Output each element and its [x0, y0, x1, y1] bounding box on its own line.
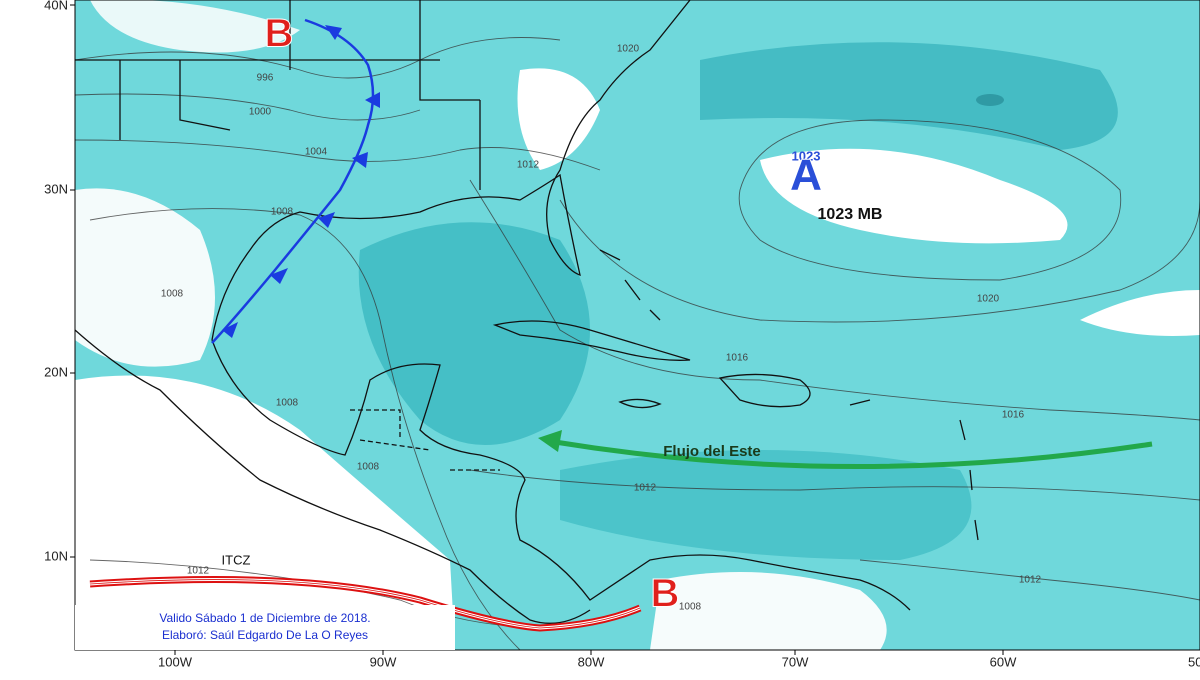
isobar-label: 1016	[726, 353, 749, 364]
isobar-label: 1012	[1019, 575, 1042, 586]
flow-label: Flujo del Este	[663, 443, 761, 460]
country-border	[350, 409, 500, 471]
map-area	[75, 0, 1200, 650]
longitude-label: 50	[1188, 654, 1200, 669]
latitude-label: 30N	[44, 181, 68, 196]
island	[492, 320, 691, 361]
longitude-label: 100W	[158, 654, 193, 669]
isobar-label: 1012	[634, 483, 657, 494]
isobar-label: 1008	[276, 398, 299, 409]
island	[718, 373, 811, 408]
coastline	[75, 329, 591, 624]
islands	[599, 249, 661, 321]
isobar-label: 996	[257, 73, 274, 84]
isobar-label: 1008	[161, 289, 184, 300]
map-frame	[74, 0, 1200, 651]
dry-zone	[1080, 290, 1200, 336]
flow-arrow	[554, 439, 1153, 470]
isobar	[738, 119, 1122, 281]
isobar-label: 1008	[679, 602, 702, 613]
coastline	[211, 339, 911, 611]
longitude-label: 60W	[990, 654, 1017, 669]
isobar-label: 1020	[617, 44, 640, 55]
isobar-label: 1020	[977, 294, 1000, 305]
latitude-label: 10N	[44, 548, 68, 563]
itcz-label: ITCZ	[222, 552, 251, 567]
coastline	[211, 0, 691, 341]
high-pressure-value: 1023 MB	[818, 206, 883, 223]
isobar-label: 1012	[187, 566, 210, 577]
island	[618, 398, 662, 409]
latitude-label: 40N	[44, 0, 68, 12]
dry-zone	[760, 148, 1068, 244]
high-pressure-label: A	[790, 151, 822, 200]
isobar-label: 1008	[357, 462, 380, 473]
isobar-label: 1016	[1002, 410, 1025, 421]
dry-zone	[90, 0, 300, 53]
isobar-label: 1004	[305, 147, 328, 158]
longitude-label: 80W	[578, 654, 605, 669]
low-center	[976, 94, 1004, 106]
latitude-label: 20N	[44, 364, 68, 379]
longitude-label: 90W	[370, 654, 397, 669]
isobar-label: 1008	[271, 207, 294, 218]
isobar	[75, 37, 561, 79]
isobar	[89, 208, 521, 650]
footer-author: Elaboró: Saúl Edgardo De La O Reyes	[162, 628, 368, 642]
dry-zone	[75, 188, 215, 367]
isobar-label: 1000	[249, 107, 272, 118]
footer-box	[75, 605, 455, 650]
moist-zone	[700, 42, 1118, 150]
isobar	[559, 199, 1200, 323]
isobar	[469, 179, 1200, 421]
dry-zone	[517, 68, 600, 170]
isobar	[75, 93, 421, 121]
state-border	[75, 0, 481, 190]
isobar-label: 1023	[792, 148, 821, 163]
isobar-label: 1012	[517, 160, 540, 171]
moist-zone	[358, 222, 590, 445]
longitude-label: 70W	[782, 654, 809, 669]
isobar	[859, 559, 1200, 601]
islands	[849, 399, 979, 541]
low-pressure-label: B	[651, 572, 680, 616]
low-pressure-label: B	[265, 12, 294, 56]
axis-ticks	[70, 4, 1004, 655]
moist-zone	[560, 450, 972, 560]
footer-valid: Valido Sábado 1 de Diciembre de 2018.	[159, 611, 370, 625]
cold-front	[211, 18, 375, 344]
flow-arrowhead	[538, 430, 562, 452]
isobar	[469, 469, 1200, 501]
dry-zone	[650, 572, 887, 650]
